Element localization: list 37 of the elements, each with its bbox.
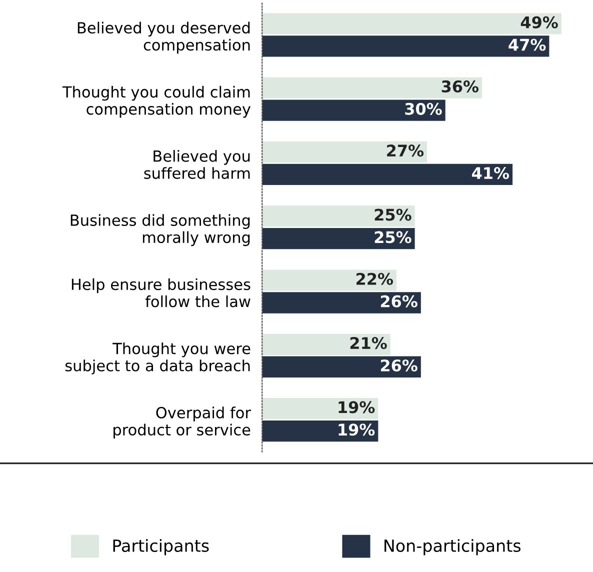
bar xyxy=(262,164,513,186)
y-tick-label: Thought you were subject to a data breach xyxy=(65,342,250,374)
legend-label: Participants xyxy=(113,539,209,556)
bar xyxy=(262,334,390,356)
bar xyxy=(262,292,421,314)
bar xyxy=(262,398,378,420)
data-label: 47% xyxy=(508,38,546,51)
data-label: 19% xyxy=(338,401,375,414)
legend-label: Non-participants xyxy=(384,539,521,556)
data-label: 27% xyxy=(387,144,424,157)
data-label: 36% xyxy=(442,80,478,92)
bar xyxy=(262,420,378,442)
bar xyxy=(262,228,415,250)
data-label: 41% xyxy=(472,167,510,180)
bar xyxy=(262,77,482,98)
bar xyxy=(262,270,396,291)
data-label: 25% xyxy=(374,231,412,244)
bar xyxy=(262,356,421,378)
data-label: 19% xyxy=(338,424,375,436)
y-tick-label: Business did something morally wrong xyxy=(70,214,250,246)
data-label: 21% xyxy=(350,336,387,350)
bar xyxy=(262,141,428,163)
bar xyxy=(262,13,562,34)
bar xyxy=(262,36,550,57)
y-tick-label: Believed you suffered harm xyxy=(144,150,250,179)
bar xyxy=(262,100,446,121)
y-tick-label: Believed you deserved compensation xyxy=(78,22,250,54)
data-label: 49% xyxy=(520,16,558,28)
y-tick-label: Thought you could claim compensation money xyxy=(62,86,251,118)
data-label: 22% xyxy=(356,272,393,285)
data-label: 26% xyxy=(380,359,418,372)
y-tick-label: Overpaid for product or service xyxy=(114,406,251,439)
data-label: 30% xyxy=(405,102,442,115)
data-label: 25% xyxy=(374,208,412,221)
y-tick-label: Help ensure businesses follow the law xyxy=(72,278,250,308)
bar xyxy=(262,206,415,227)
data-label: 26% xyxy=(380,295,418,308)
